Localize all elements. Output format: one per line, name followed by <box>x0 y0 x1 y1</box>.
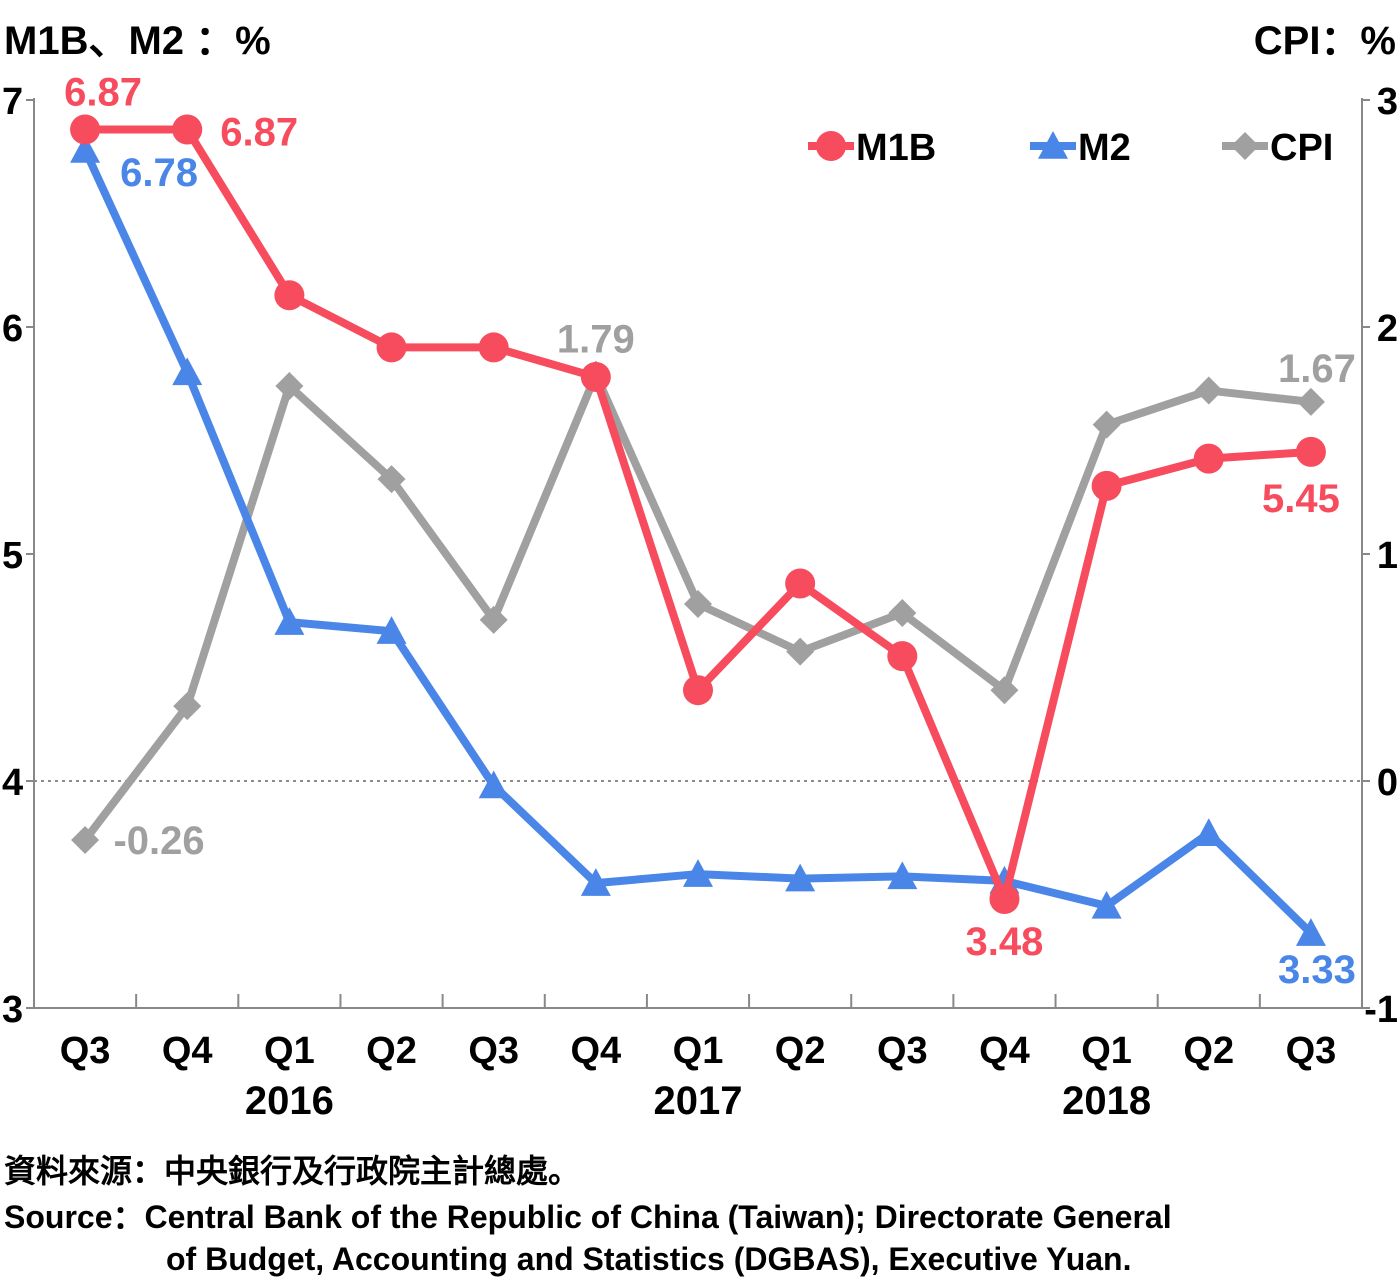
y-axis-right-title: CPI：% <box>1253 19 1396 63</box>
data-point-m2 <box>683 859 713 887</box>
data-label-cpi: 1.67 <box>1278 347 1356 391</box>
data-point-cpi <box>173 692 202 721</box>
data-point-cpi <box>1092 410 1121 439</box>
legend-marker-cpi <box>1231 132 1259 160</box>
data-point-m2 <box>1193 818 1224 846</box>
legend-label-m2: M2 <box>1078 127 1131 169</box>
x-year-label: 2017 <box>654 1079 743 1123</box>
data-point-m2 <box>274 607 305 635</box>
data-point-m2 <box>70 134 101 163</box>
data-point-cpi <box>1194 376 1223 405</box>
data-point-cpi <box>377 465 406 494</box>
x-tick-label: Q3 <box>1286 1030 1337 1072</box>
data-point-m1b <box>1193 443 1224 474</box>
source-note-english-line1: Source：Central Bank of the Republic of C… <box>4 1199 1172 1235</box>
data-point-m1b <box>478 332 509 363</box>
x-tick-label: Q2 <box>366 1030 417 1072</box>
data-point-m2 <box>376 616 407 644</box>
data-label-m2: 6.78 <box>120 151 198 195</box>
data-point-m1b <box>683 675 713 706</box>
data-point-cpi <box>479 605 508 634</box>
data-point-m2 <box>1091 890 1122 919</box>
data-point-m1b <box>1295 436 1326 467</box>
data-label-cpi: -0.26 <box>113 819 204 863</box>
x-year-label: 2018 <box>1062 1079 1151 1123</box>
data-point-cpi <box>684 589 712 618</box>
data-point-m2 <box>580 868 611 896</box>
x-tick-label: Q1 <box>264 1030 315 1072</box>
data-point-m2 <box>887 861 918 890</box>
x-tick-label: Q3 <box>60 1030 111 1072</box>
y-left-tick-label: 6 <box>2 308 23 350</box>
data-point-m2 <box>478 770 509 799</box>
data-point-m1b <box>172 114 203 145</box>
y-left-tick-label: 4 <box>2 762 23 804</box>
series-line-m1b <box>85 125 1312 904</box>
data-point-m2 <box>785 863 816 892</box>
data-point-m2 <box>172 357 203 386</box>
data-label-m1b: 3.48 <box>966 920 1044 964</box>
data-point-m1b <box>785 568 816 599</box>
data-point-m1b <box>70 114 101 145</box>
data-point-m1b <box>989 884 1020 915</box>
x-tick-label: Q3 <box>877 1030 928 1072</box>
y-right-tick-label: 3 <box>1377 81 1398 123</box>
data-point-cpi <box>990 676 1019 705</box>
y-right-tick-label: -1 <box>1364 989 1398 1031</box>
x-tick-label: Q2 <box>775 1030 826 1072</box>
x-tick-label: Q1 <box>673 1030 724 1072</box>
data-point-cpi <box>1296 387 1325 416</box>
data-point-cpi <box>888 599 917 628</box>
y-left-tick-label: 7 <box>2 81 23 123</box>
legend-marker-m2 <box>1038 131 1068 159</box>
data-label-m1b: 6.87 <box>220 111 298 155</box>
y-right-tick-label: 2 <box>1377 308 1398 350</box>
x-tick-label: Q1 <box>1081 1030 1132 1072</box>
source-note-english-line2: of Budget, Accounting and Statistics (DG… <box>166 1241 1132 1277</box>
y-left-tick-label: 3 <box>2 989 23 1031</box>
x-tick-label: Q4 <box>162 1030 213 1072</box>
y-right-tick-label: 1 <box>1377 535 1398 577</box>
data-point-cpi <box>786 637 815 666</box>
data-point-m1b <box>580 361 611 392</box>
data-point-m1b <box>887 641 918 672</box>
source-note-chinese: 資料來源：中央銀行及行政院主計總處。 <box>4 1153 581 1189</box>
data-point-m1b <box>376 332 407 363</box>
data-label-m1b: 6.87 <box>64 71 142 115</box>
legend-label-cpi: CPI <box>1270 127 1333 169</box>
data-point-cpi <box>71 826 100 855</box>
legend-marker-m1b <box>816 131 846 161</box>
x-tick-label: Q4 <box>570 1030 621 1072</box>
x-tick-label: Q2 <box>1183 1030 1234 1072</box>
y-left-tick-label: 5 <box>2 535 23 577</box>
x-year-label: 2016 <box>245 1079 334 1123</box>
y-axis-left-title: M1B、M2 ：% <box>4 19 271 63</box>
x-tick-label: Q4 <box>979 1030 1030 1072</box>
x-tick-label: Q3 <box>468 1030 519 1072</box>
data-point-m1b <box>1091 470 1122 501</box>
data-label-cpi: 1.79 <box>557 318 635 362</box>
data-label-m2: 3.33 <box>1278 948 1356 992</box>
data-point-m1b <box>274 280 305 311</box>
y-right-tick-label: 0 <box>1377 762 1398 804</box>
data-label-m1b: 5.45 <box>1262 477 1340 521</box>
data-point-cpi <box>275 372 304 401</box>
data-point-m2 <box>1295 918 1326 946</box>
legend-label-m1b: M1B <box>856 127 936 169</box>
